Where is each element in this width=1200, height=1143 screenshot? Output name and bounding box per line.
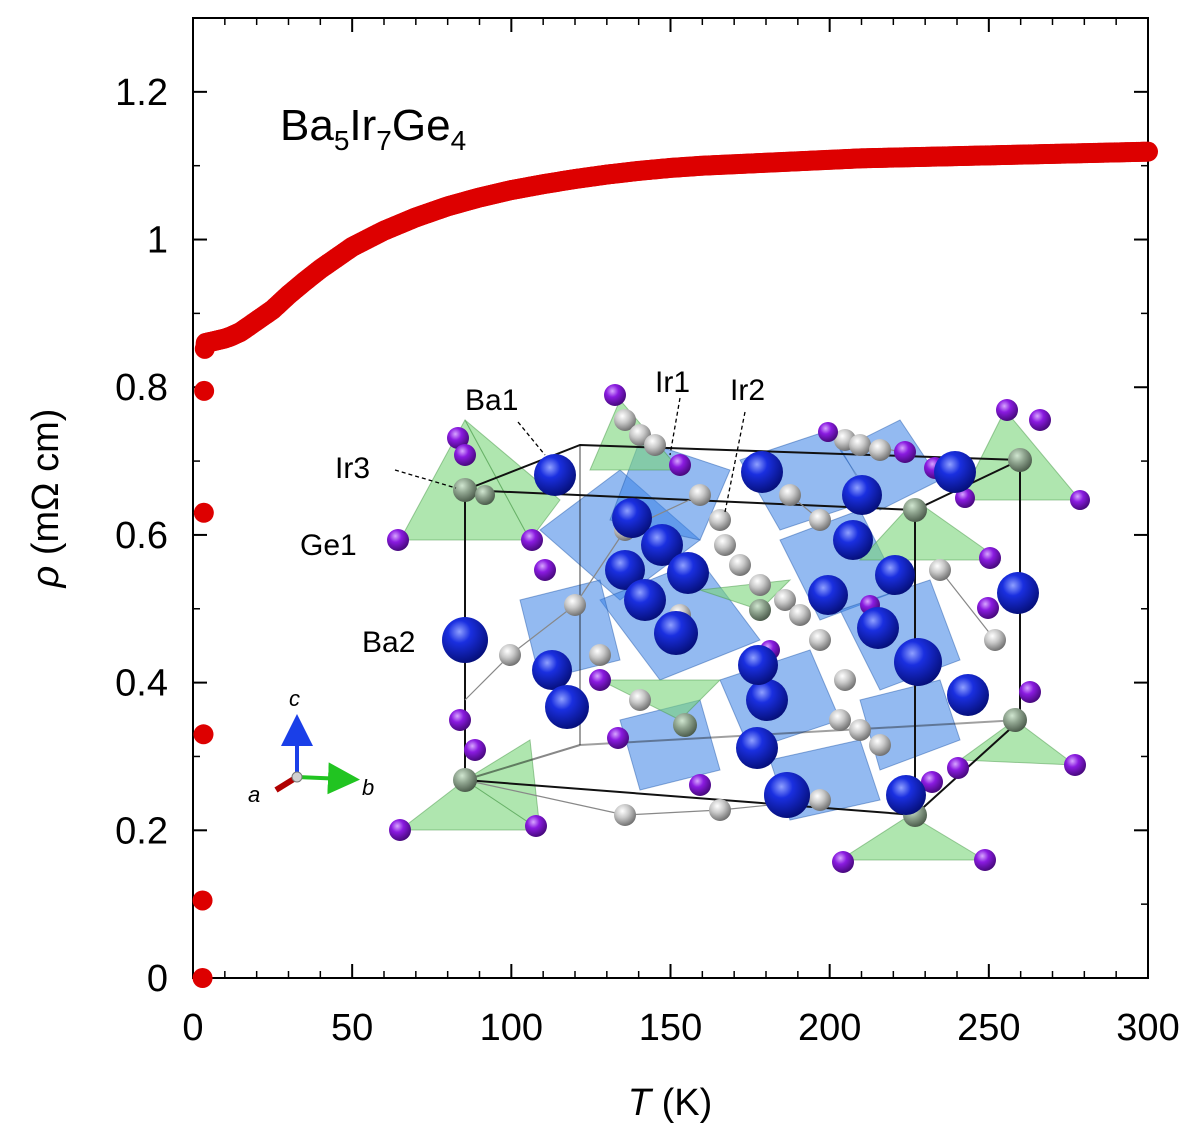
compound-ir: Ir — [349, 101, 376, 150]
y-axis-unit: (mΩ cm) — [25, 409, 67, 556]
label-ge1: Ge1 — [300, 529, 357, 562]
x-tick-label: 150 — [639, 1007, 702, 1049]
data-point-transition — [193, 502, 214, 523]
x-tick-label: 50 — [331, 1007, 373, 1049]
y-tick-label: 1.2 — [115, 72, 168, 114]
data-point-transition — [194, 380, 215, 401]
y-axis-symbol: ρ — [25, 566, 67, 589]
x-axis-symbol: T — [628, 1082, 654, 1124]
orientation-axes: c b a — [248, 686, 374, 807]
label-ba2: Ba2 — [362, 626, 415, 659]
y-tick-label: 1 — [147, 220, 168, 262]
data-point — [1138, 141, 1158, 162]
data-point-transition — [192, 890, 213, 911]
y-tick-label: 0.6 — [115, 515, 168, 557]
compound-ge: Ge — [392, 101, 451, 150]
x-axis-unit: (K) — [662, 1082, 713, 1124]
data-point-transition — [192, 968, 213, 988]
compound-ge-sub: 4 — [451, 125, 467, 156]
x-tick-label: 300 — [1116, 1007, 1179, 1049]
label-ba1: Ba1 — [465, 384, 518, 417]
compound-ba: Ba — [280, 101, 334, 150]
crystal-structure-inset: Ba1 Ir1 Ir2 Ir3 Ge1 Ba2 c b a — [248, 366, 1090, 873]
a-axis-letter: a — [248, 782, 260, 807]
compound-ir-sub: 7 — [376, 125, 392, 156]
c-axis-letter: c — [289, 686, 300, 711]
x-axis-title: T (K) — [628, 1082, 712, 1124]
x-tick-label: 200 — [798, 1007, 861, 1049]
x-tick-label: 250 — [957, 1007, 1020, 1049]
ba-atoms — [442, 451, 1039, 818]
b-axis-letter: b — [362, 775, 374, 800]
y-tick-label: 0.4 — [115, 663, 168, 705]
label-ir2: Ir2 — [730, 374, 765, 407]
compound-ba-sub: 5 — [334, 125, 350, 156]
b-axis-arrow — [296, 762, 360, 795]
site-label-leaders — [394, 397, 746, 513]
ir-atoms — [499, 409, 1006, 826]
label-ir3: Ir3 — [335, 452, 370, 485]
y-axis-title: ρ (mΩ cm) — [25, 409, 67, 589]
label-ir1: Ir1 — [655, 366, 690, 399]
x-tick-label: 0 — [182, 1007, 203, 1049]
axis-ticks — [192, 18, 1149, 979]
y-tick-labels: 0 0.2 0.4 0.6 0.8 1 1.2 — [115, 72, 168, 1000]
y-tick-label: 0.2 — [115, 810, 168, 852]
data-points — [192, 141, 1158, 988]
axes-origin — [291, 771, 303, 783]
x-tick-label: 100 — [480, 1007, 543, 1049]
y-tick-label: 0 — [147, 958, 168, 1000]
y-tick-label: 0.8 — [115, 367, 168, 409]
compound-label: Ba5Ir7Ge4 — [280, 101, 466, 156]
x-tick-labels: 0 50 100 150 200 250 300 — [182, 1007, 1179, 1049]
ir3-atoms — [453, 448, 1032, 827]
data-point-transition — [193, 724, 214, 745]
